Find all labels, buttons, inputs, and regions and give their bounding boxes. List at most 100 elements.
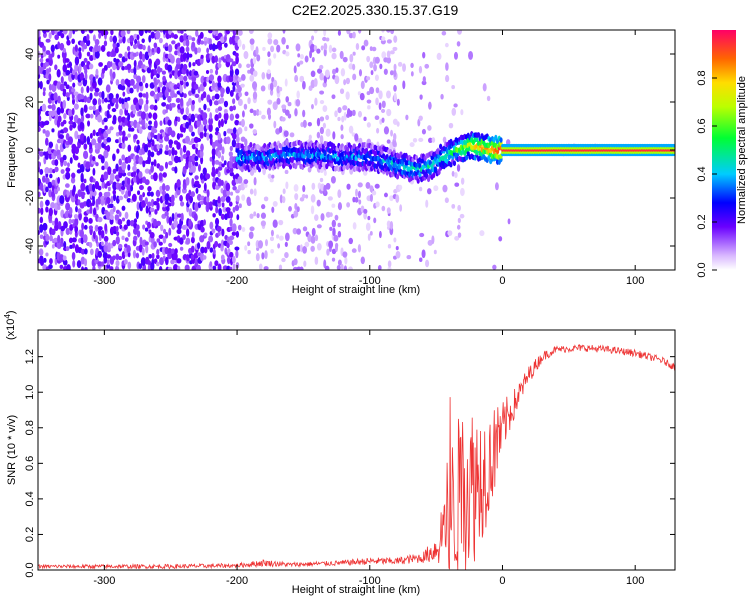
y-tick-label: 20 bbox=[24, 96, 36, 108]
spectrogram-noise-cell bbox=[237, 30, 243, 36]
x-tick-label: -300 bbox=[93, 275, 115, 287]
spectrogram-noise-cell bbox=[190, 191, 196, 198]
spectrogram-noise-cell bbox=[179, 246, 184, 251]
spectrogram-noise-cell bbox=[68, 218, 72, 225]
spectrogram-noise-cell bbox=[389, 220, 394, 230]
spectrogram-noise-cell bbox=[381, 100, 386, 109]
spectrogram-noise-cell bbox=[122, 135, 125, 144]
spectrogram-noise-cell bbox=[339, 50, 344, 60]
spectrogram-noise-cell bbox=[182, 234, 186, 240]
spectrogram-noise-cell bbox=[342, 56, 348, 63]
spectrogram-noise-cell bbox=[150, 164, 155, 173]
spectrogram-noise-cell bbox=[65, 246, 70, 251]
spectrogram-noise-cell bbox=[294, 108, 298, 117]
spectrogram-noise-cell bbox=[331, 219, 336, 228]
spectrogram-noise-cell bbox=[311, 227, 316, 237]
spectrogram-noise-cell bbox=[116, 231, 120, 237]
spectrogram-track-cell bbox=[499, 137, 503, 143]
spectrogram-noise-cell bbox=[143, 143, 149, 153]
spectrogram-noise-cell bbox=[333, 234, 339, 242]
spectrogram-noise-cell bbox=[146, 191, 152, 197]
y-tick-label: 0.6 bbox=[24, 456, 36, 471]
spectrogram-noise-cell bbox=[154, 209, 158, 215]
spectrogram-noise-cell bbox=[188, 117, 192, 126]
spectrogram-noise-cell bbox=[398, 184, 403, 191]
spectrogram-noise-cell bbox=[354, 133, 359, 142]
spectrogram-noise-cell bbox=[153, 104, 158, 111]
spectrogram-noise-cell bbox=[155, 58, 161, 66]
spectrogram-noise-cell bbox=[270, 45, 275, 53]
spectrogram-noise-cell bbox=[136, 139, 140, 145]
spectrogram-noise-cell bbox=[161, 190, 167, 196]
snr-x-ticks: -300 -200 -100 0 100 bbox=[93, 330, 644, 587]
spectrogram-noise-cell bbox=[348, 32, 354, 39]
spectrogram-noise-cell bbox=[117, 115, 123, 123]
spectrogram-noise-cell bbox=[151, 47, 155, 53]
spectrogram-noise-cell bbox=[47, 146, 52, 155]
spectrogram-noise-cell bbox=[185, 46, 190, 53]
spectrogram-noise-cell bbox=[74, 44, 78, 52]
spectrogram-noise-cell bbox=[61, 50, 67, 60]
spectrogram-noise-cell bbox=[243, 103, 248, 110]
spectrogram-noise-cell bbox=[231, 231, 237, 236]
spectrogram-noise-cell bbox=[216, 40, 223, 48]
spectrogram-noise-cell bbox=[199, 131, 204, 139]
spectrogram-noise-cell bbox=[418, 65, 423, 74]
spectrogram-y-axis-title: Frequency (Hz) bbox=[6, 112, 18, 188]
spectrogram-noise-cell bbox=[226, 168, 231, 174]
spectrogram-noise-cell bbox=[107, 242, 112, 251]
spectrogram-noise-cell bbox=[112, 189, 117, 195]
spectrogram-noise-cell bbox=[495, 182, 499, 191]
spectrogram-noise-cell bbox=[68, 86, 73, 95]
spectrogram-noise-cell bbox=[60, 169, 65, 174]
spectrogram-noise-cell bbox=[151, 139, 155, 147]
spectrogram-noise-cell bbox=[386, 30, 391, 33]
spectrogram-noise-cell bbox=[256, 246, 260, 251]
spectrogram-noise-cell bbox=[98, 91, 103, 98]
spectrogram-noise-cell bbox=[57, 186, 61, 192]
spectrogram-noise-cell bbox=[153, 30, 158, 32]
spectrogram-noise-cell bbox=[302, 226, 308, 232]
spectrogram-noise-cell bbox=[366, 76, 371, 81]
spectrogram-noise-cell bbox=[83, 178, 87, 184]
spectrogram-noise-cell bbox=[386, 56, 392, 64]
spectrogram-track-cell bbox=[297, 159, 301, 166]
spectrogram-noise-cell bbox=[331, 203, 336, 208]
spectrogram-noise-cell bbox=[229, 113, 235, 121]
spectrogram-noise-cell bbox=[45, 186, 49, 193]
spectrogram-noise-cell bbox=[133, 134, 138, 140]
spectrogram-noise-cell bbox=[311, 35, 315, 41]
spectrogram-noise-cell bbox=[120, 84, 126, 91]
spectrogram-noise-cell bbox=[390, 30, 395, 35]
spectrogram-noise-cell bbox=[262, 46, 266, 52]
spectrogram-noise-cell bbox=[78, 63, 82, 73]
spectrogram-noise-cell bbox=[276, 97, 281, 105]
spectrogram-noise-cell bbox=[124, 51, 128, 59]
spectrogram-noise-cell bbox=[228, 151, 233, 157]
spectrogram-track-cell bbox=[433, 166, 438, 172]
spectrogram-noise-cell bbox=[229, 171, 235, 177]
y-tick-label: 1.0 bbox=[24, 385, 36, 400]
spectrogram-noise-cell bbox=[122, 130, 126, 138]
spectrogram-noise-cell bbox=[195, 187, 199, 194]
spectrogram-noise-cell bbox=[48, 73, 52, 82]
spectrogram-noise-cell bbox=[110, 195, 114, 204]
spectrogram-noise-cell bbox=[185, 228, 190, 237]
spectrogram-noise-cell bbox=[121, 141, 126, 150]
spectrogram-noise-cell bbox=[412, 137, 418, 143]
spectrogram-noise-cell bbox=[410, 71, 414, 77]
spectrogram-noise-cell bbox=[217, 178, 222, 187]
spectrogram-noise-cell bbox=[78, 51, 82, 60]
spectrogram-noise-cell bbox=[220, 179, 224, 187]
spectrogram-noise-cell bbox=[94, 50, 100, 59]
spectrogram-noise-cell bbox=[185, 237, 191, 245]
spectrogram-noise-cell bbox=[307, 233, 312, 243]
spectrogram-noise-cell bbox=[167, 202, 172, 207]
colorbar-tick-label: 0.6 bbox=[696, 118, 708, 133]
spectrogram-noise-cell bbox=[92, 178, 96, 183]
spectrogram-noise-cell bbox=[209, 156, 213, 162]
spectrogram-noise-cell bbox=[249, 74, 255, 82]
spectrogram-noise-cell bbox=[111, 97, 117, 104]
spectrogram-noise-cell bbox=[144, 241, 149, 246]
